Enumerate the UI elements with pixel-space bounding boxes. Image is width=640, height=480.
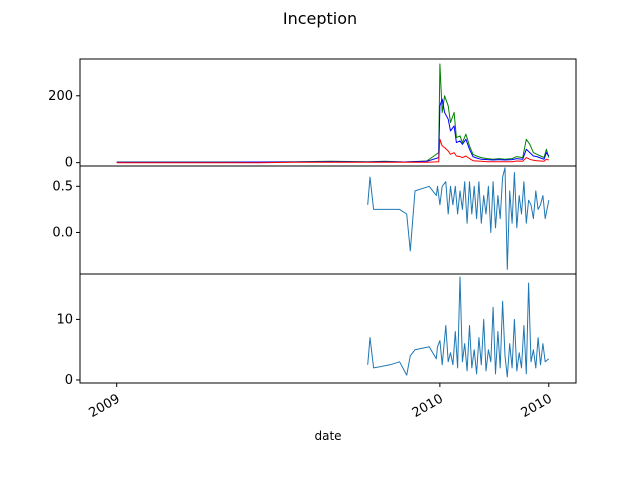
subplot-middle: 0.0 0.5 xyxy=(52,165,577,275)
x-tick-label: 2009 xyxy=(87,391,123,421)
series-line-top-3 xyxy=(116,138,549,164)
y-tick-label: 10 xyxy=(56,312,73,327)
x-axis-ticks: 2009 2010 2010 xyxy=(87,383,555,421)
subplots: 0 200 0.0 0.5 0 10 xyxy=(48,58,577,388)
y-tick-label: 0 xyxy=(65,156,73,171)
y-tick-label: 0.5 xyxy=(52,179,73,194)
axes-frame xyxy=(79,273,577,384)
subplot-top: 0 200 xyxy=(48,58,577,171)
plot-area xyxy=(80,59,576,166)
figure-title: Inception xyxy=(283,9,357,28)
y-tick-label: 200 xyxy=(48,89,73,104)
x-tick-label: 2010 xyxy=(410,391,446,421)
y-tick-label: 0 xyxy=(65,373,73,388)
plot-area xyxy=(80,274,576,383)
y-tick-label: 0.0 xyxy=(52,225,73,240)
x-tick-label: 2010 xyxy=(519,391,555,421)
subplot-bottom: 0 10 xyxy=(56,273,577,388)
x-axis-label: date xyxy=(314,429,341,443)
series-line-middle-1 xyxy=(367,167,550,270)
series-line-bottom-1 xyxy=(367,276,550,378)
plot-area xyxy=(80,166,576,274)
